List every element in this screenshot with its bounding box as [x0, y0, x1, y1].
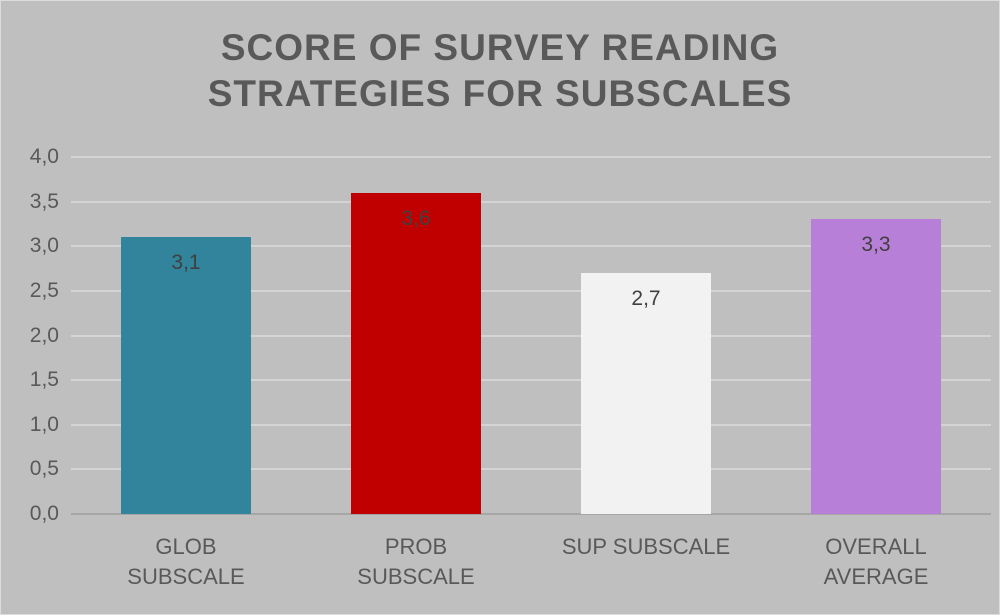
gridline [71, 423, 991, 426]
data-label: 3,3 [861, 233, 891, 257]
data-label: 3,6 [401, 206, 431, 230]
gridline [71, 379, 991, 382]
gridline [71, 334, 991, 337]
x-category-label: GLOB SUBSCALE [127, 534, 245, 589]
y-tick-label: 1,5 [29, 368, 59, 392]
y-tick-label: 0,0 [29, 502, 59, 525]
bar-prob-subscale [351, 192, 481, 514]
plot-area: 0,0 0,5 1,0 1,5 2,0 2,5 3,0 3,5 4,0 3,1 GLOB SUBSC… [30, 145, 991, 589]
data-label: 3,1 [171, 251, 201, 275]
x-category-label: PROB SUBSCALE [357, 534, 475, 589]
y-tick-label: 0,5 [29, 457, 59, 481]
gridline [71, 468, 991, 471]
y-tick-label: 1,0 [29, 412, 59, 436]
x-category-label: SUP SUBSCALE [561, 534, 731, 559]
y-tick-label: 2,5 [29, 278, 59, 302]
x-category-label: OVERALL AVERAGE [823, 534, 929, 589]
gridline [71, 289, 991, 292]
y-tick-label: 4,0 [29, 145, 59, 168]
chart-title: SCORE OF SURVEY READING STRATEGIES FOR S… [1, 25, 999, 118]
gridline [71, 200, 991, 203]
x-axis-line [71, 513, 991, 515]
chart-title-text: SCORE OF SURVEY READING STRATEGIES FOR S… [207, 27, 793, 115]
gridline [71, 156, 991, 158]
gridline [71, 245, 991, 248]
bar-glob-subscale [121, 237, 251, 514]
y-tick-label: 3,0 [29, 234, 59, 258]
bar-sup-subscale [581, 273, 711, 514]
y-tick-label: 2,0 [29, 323, 59, 347]
data-label: 2,7 [631, 287, 661, 311]
y-tick-label: 3,5 [29, 189, 59, 213]
bar-overall-average [811, 219, 941, 514]
